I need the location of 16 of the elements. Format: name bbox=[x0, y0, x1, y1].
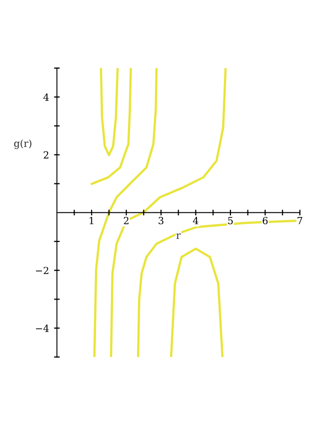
x-tick-label: 3 bbox=[158, 216, 164, 224]
x-tick-label: 5 bbox=[228, 217, 233, 224]
y-tick-label: −2 bbox=[36, 266, 48, 274]
x-tick-label: 1 bbox=[90, 216, 94, 224]
y-tick-label: 2 bbox=[44, 151, 48, 158]
x-tick-label: 6 bbox=[262, 216, 268, 224]
line-series bbox=[110, 68, 227, 358]
y-tick-label: −4 bbox=[36, 324, 49, 332]
line-series bbox=[93, 68, 158, 358]
y-tick-label: 4 bbox=[43, 93, 49, 101]
y-axis-title: g(r) bbox=[14, 139, 32, 149]
line-series bbox=[100, 68, 119, 156]
x-tick-label: 4 bbox=[192, 216, 198, 224]
line-series bbox=[90, 68, 132, 186]
line-series bbox=[170, 248, 224, 358]
x-axis-title: r bbox=[176, 234, 181, 239]
